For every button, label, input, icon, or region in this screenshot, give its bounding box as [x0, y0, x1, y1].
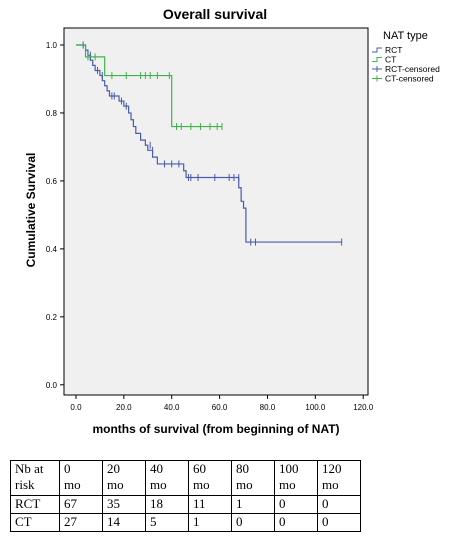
x-tick-label: 60.0 — [212, 403, 228, 412]
risk-time-40: 40 mo — [145, 460, 189, 496]
legend-label: RCT-censored — [385, 64, 440, 74]
risk-table: Nb at risk 0 mo 20 mo 40 mo 60 mo 80 mo 100 mo … — [10, 460, 361, 532]
risk-cell: 0 — [317, 495, 361, 514]
risk-cell: 0 — [274, 513, 318, 532]
legend-swatch-rct — [372, 47, 382, 53]
legend-title: NAT type — [383, 30, 428, 42]
risk-cell: 18 — [145, 495, 189, 514]
risk-cell: 1 — [231, 495, 275, 514]
risk-time-100: 100 mo — [274, 460, 318, 496]
legend-label: CT-censored — [385, 74, 434, 84]
legend-label: CT — [385, 55, 396, 65]
x-tick-label: 40.0 — [164, 403, 180, 412]
x-tick-label: 80.0 — [260, 403, 276, 412]
y-tick-label: 1.0 — [46, 41, 58, 50]
risk-cell: 0 — [317, 513, 361, 532]
x-tick-label: 100.0 — [305, 403, 326, 412]
risk-cell: 11 — [188, 495, 232, 514]
risk-row-label: CT — [10, 513, 60, 532]
x-tick-label: 120.0 — [353, 403, 374, 412]
risk-cell: 35 — [102, 495, 146, 514]
risk-time-0: 0 mo — [59, 460, 103, 496]
plot-area — [63, 27, 369, 396]
risk-row-rct: RCT 67 35 18 11 1 0 0 — [10, 495, 361, 514]
risk-table-header: Nb at risk 0 mo 20 mo 40 mo 60 mo 80 mo 100 mo … — [10, 460, 361, 496]
x-tick-label: 20.0 — [116, 403, 132, 412]
risk-row-ct: CT 27 14 5 1 0 0 0 — [10, 513, 361, 532]
risk-cell: 67 — [59, 495, 103, 514]
risk-cell: 0 — [274, 495, 318, 514]
legend-swatch-ct — [372, 57, 382, 62]
risk-time-20: 20 mo — [102, 460, 146, 496]
y-tick-label: 0.8 — [46, 109, 58, 118]
axes: 0.0 20.0 40.0 60.0 80.0 100.0 120.0 0.0 0.2 0.4 0.… — [46, 41, 374, 412]
y-tick-label: 0.4 — [46, 245, 58, 254]
x-tick-label: 0.0 — [70, 403, 82, 412]
survival-chart: Overall survival 0.0 20.0 40.0 60.0 80.0 100.… — [24, 6, 440, 436]
survival-curve-rct — [75, 44, 342, 243]
risk-time-120: 120 mo — [317, 460, 361, 496]
risk-cell: 0 — [231, 513, 275, 532]
risk-cell: 5 — [145, 513, 189, 532]
y-tick-label: 0.0 — [46, 381, 58, 390]
survival-curve-ct — [75, 44, 222, 128]
risk-cell: 27 — [59, 513, 103, 532]
chart-title: Overall survival — [163, 6, 267, 22]
risk-header-label: Nb at risk — [10, 460, 60, 496]
risk-cell: 14 — [102, 513, 146, 532]
risk-time-80: 80 mo — [231, 460, 275, 496]
y-axis-label: Cumulative Survival — [24, 153, 38, 268]
legend-label: RCT — [385, 45, 402, 55]
y-tick-label: 0.2 — [46, 313, 58, 322]
risk-time-60: 60 mo — [188, 460, 232, 496]
x-axis-label: months of survival (from beginning of NA… — [92, 422, 339, 436]
risk-cell: 1 — [188, 513, 232, 532]
y-tick-label: 0.6 — [46, 177, 58, 186]
risk-row-label: RCT — [10, 495, 60, 514]
series-layer — [75, 41, 343, 246]
